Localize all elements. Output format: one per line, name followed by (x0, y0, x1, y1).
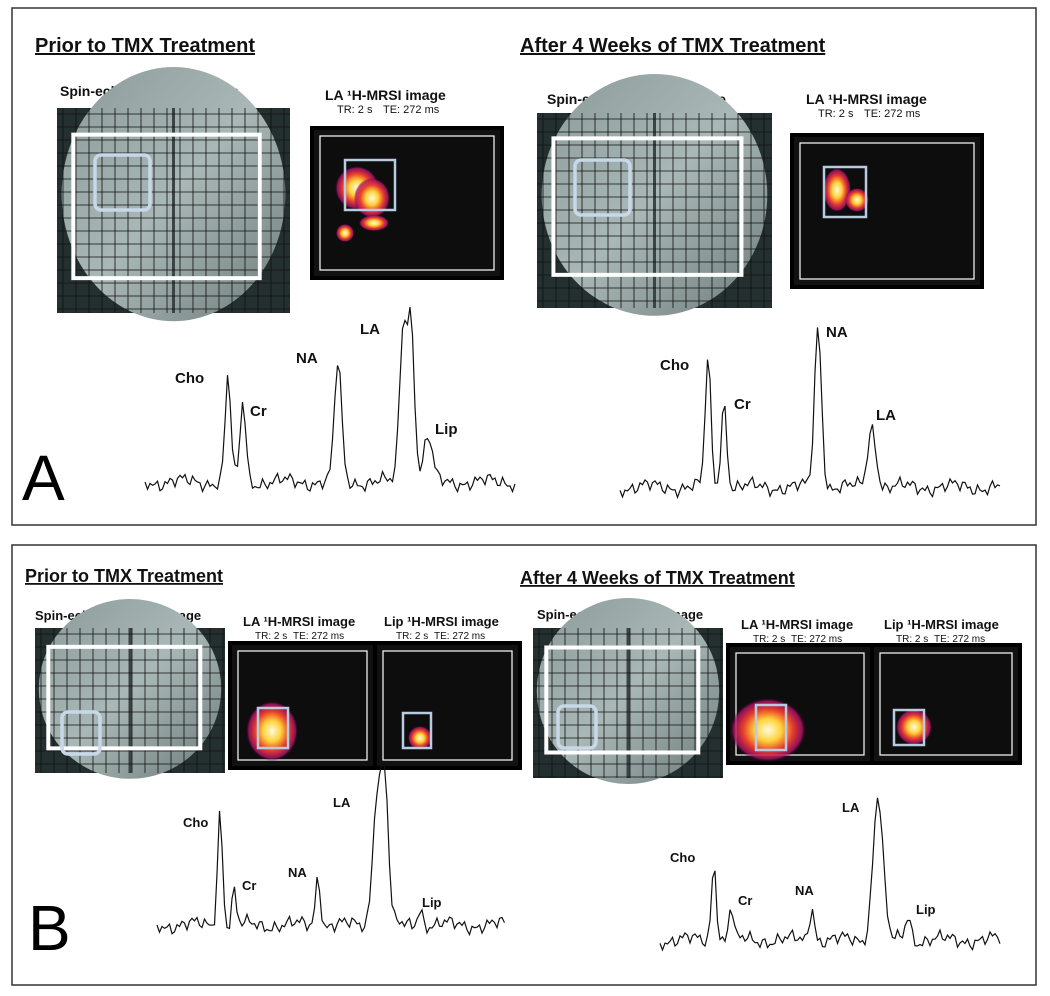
signal-blob (823, 168, 851, 212)
side-heading: Prior to TMX Treatment (25, 566, 223, 586)
volume-box (46, 644, 203, 751)
peak-label: Cr (738, 893, 752, 908)
spectrum (619, 327, 1001, 500)
peak-label: Lip (422, 895, 442, 910)
map-roi (256, 706, 290, 750)
spectrum (156, 761, 506, 937)
map-title: LA ¹H-MRSI image (325, 87, 446, 103)
map-te: TE: 272 ms (934, 634, 985, 645)
signal-blob (730, 698, 806, 762)
map-tr: TR: 2 s (818, 108, 854, 120)
signal-blob (896, 709, 932, 745)
volume-box (544, 645, 701, 755)
map-title: Lip ¹H-MRSI image (884, 617, 999, 632)
peak-label: NA (795, 883, 814, 898)
signal-blob (246, 701, 298, 761)
peak-label: NA (296, 350, 318, 367)
map-te: TE: 272 ms (791, 634, 842, 645)
peak-label: LA (360, 321, 380, 338)
panel-label: B (28, 892, 71, 964)
peak-label: LA (842, 800, 860, 815)
signal-blob (845, 188, 869, 212)
peak-label: Cr (242, 878, 256, 893)
map-title: Lip ¹H-MRSI image (384, 614, 499, 629)
map-title: LA ¹H-MRSI image (741, 617, 853, 632)
panel-label: A (22, 442, 65, 514)
map-te: TE: 272 ms (383, 104, 440, 116)
signal-blob (408, 726, 432, 750)
spectrum (144, 307, 516, 494)
map-roi (754, 703, 788, 752)
map-te: TE: 272 ms (434, 631, 485, 642)
roi (93, 153, 152, 212)
mrsi-frame (382, 650, 513, 761)
peak-label: Cr (250, 403, 267, 420)
map-te: TE: 272 ms (864, 108, 921, 120)
peak-label: Cho (670, 850, 695, 865)
peak-label: Lip (435, 421, 458, 438)
map-roi (822, 165, 868, 219)
roi (573, 158, 632, 217)
peak-label: Lip (916, 902, 936, 917)
signal-blob (354, 178, 390, 218)
peak-label: Cho (183, 815, 208, 830)
peak-label: Cr (734, 396, 751, 413)
map-title: LA ¹H-MRSI image (243, 614, 355, 629)
roi (60, 710, 102, 756)
side-heading: After 4 Weeks of TMX Treatment (520, 568, 795, 588)
side-heading: Prior to TMX Treatment (35, 35, 255, 57)
map-title: LA ¹H-MRSI image (806, 91, 927, 107)
volume-box (551, 136, 744, 277)
peak-label: LA (876, 407, 896, 424)
map-roi (401, 711, 433, 750)
peak-label: Cho (660, 357, 689, 374)
peak-label: NA (288, 865, 307, 880)
side-heading: After 4 Weeks of TMX Treatment (520, 35, 826, 57)
map-tr: TR: 2 s (896, 634, 928, 645)
peak-label: LA (333, 795, 351, 810)
spectrum (659, 797, 1001, 952)
map-tr: TR: 2 s (753, 634, 785, 645)
mrsi-frame (879, 652, 1013, 756)
map-te: TE: 272 ms (293, 631, 344, 642)
mrsi-frame (799, 142, 975, 280)
peak-label: Cho (175, 370, 204, 387)
signal-blob (359, 215, 389, 231)
roi (556, 704, 598, 750)
volume-box (71, 132, 262, 281)
peak-label: NA (826, 324, 848, 341)
map-tr: TR: 2 s (255, 631, 287, 642)
map-roi (892, 708, 926, 747)
map-tr: TR: 2 s (396, 631, 428, 642)
map-roi (343, 158, 397, 212)
map-tr: TR: 2 s (337, 104, 373, 116)
signal-blob (336, 224, 354, 242)
